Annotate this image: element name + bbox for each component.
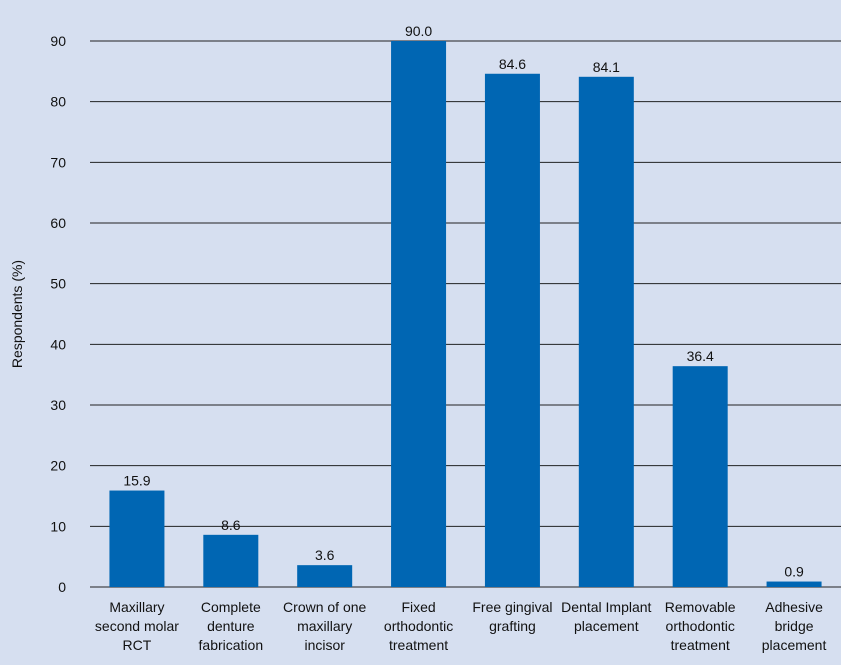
bar bbox=[109, 490, 165, 587]
x-tick-label-line: orthodontic bbox=[666, 618, 735, 634]
bar bbox=[766, 581, 822, 587]
x-tick-label-line: Maxillary bbox=[109, 599, 164, 615]
x-tick-label-line: placement bbox=[762, 637, 827, 653]
y-axis-label: Respondents (%) bbox=[9, 260, 25, 368]
bar bbox=[297, 565, 353, 587]
y-tick-label: 40 bbox=[50, 336, 66, 352]
x-tick-label-line: treatment bbox=[671, 637, 730, 653]
x-tick-label: Complete denture fabrication bbox=[199, 599, 264, 653]
y-tick-label: 70 bbox=[50, 154, 66, 170]
y-tick-label: 30 bbox=[50, 397, 66, 413]
x-axis-ticks: Maxillary second molar RCT Complete denture f… bbox=[95, 599, 827, 653]
x-tick-label-line: placement bbox=[574, 618, 639, 634]
x-tick-label-line: denture bbox=[207, 618, 255, 634]
x-tick-label-line: incisor bbox=[304, 637, 345, 653]
x-tick-label-line: Free gingival bbox=[472, 599, 552, 615]
x-tick-label-line: grafting bbox=[489, 618, 536, 634]
x-tick-label-line: maxillary bbox=[297, 618, 352, 634]
x-tick-label: Dental Implant placement bbox=[561, 599, 651, 634]
x-tick-label-line: treatment bbox=[389, 637, 448, 653]
data-label: 36.4 bbox=[687, 348, 714, 364]
x-tick-label-line: second molar bbox=[95, 618, 179, 634]
x-tick-label-line: fabrication bbox=[199, 637, 264, 653]
x-tick-label: Adhesive bridge placement bbox=[762, 599, 827, 653]
data-label: 84.1 bbox=[593, 59, 620, 75]
x-tick-label: Crown of one maxillary incisor bbox=[283, 599, 366, 653]
bar bbox=[672, 366, 728, 587]
data-label: 15.9 bbox=[123, 473, 150, 489]
x-tick-label-line: Fixed bbox=[401, 599, 435, 615]
x-tick-label-line: Dental Implant bbox=[561, 599, 651, 615]
data-label: 3.6 bbox=[315, 547, 335, 563]
x-tick-label-line: Complete bbox=[201, 599, 261, 615]
x-tick-label: Fixed orthodontic treatment bbox=[384, 599, 453, 653]
y-tick-label: 10 bbox=[50, 518, 66, 534]
x-tick-label: Free gingival grafting bbox=[472, 599, 552, 634]
x-tick-label: Removable orthodontic treatment bbox=[665, 599, 736, 653]
bar bbox=[203, 534, 259, 587]
x-tick-label-line: Adhesive bbox=[765, 599, 823, 615]
x-tick-label-line: Removable bbox=[665, 599, 736, 615]
y-tick-label: 0 bbox=[58, 579, 66, 595]
gridlines bbox=[90, 40, 841, 588]
x-tick-label-line: orthodontic bbox=[384, 618, 453, 634]
y-tick-label: 60 bbox=[50, 215, 66, 231]
data-labels: 15.9 8.6 3.6 90.0 84.6 84.1 36.4 0.9 bbox=[123, 23, 804, 580]
x-tick-label-line: bridge bbox=[775, 618, 814, 634]
bar bbox=[391, 41, 447, 587]
data-label: 90.0 bbox=[405, 23, 432, 39]
data-label: 0.9 bbox=[784, 564, 804, 580]
x-tick-label-line: Crown of one bbox=[283, 599, 366, 615]
bar bbox=[578, 76, 634, 587]
y-axis-ticks: 0 10 20 30 40 50 60 70 80 90 bbox=[50, 33, 66, 595]
x-tick-label: Maxillary second molar RCT bbox=[95, 599, 179, 653]
bars bbox=[109, 41, 822, 587]
y-tick-label: 20 bbox=[50, 458, 66, 474]
data-label: 8.6 bbox=[221, 517, 241, 533]
x-tick-label-line: RCT bbox=[123, 637, 152, 653]
data-label: 84.6 bbox=[499, 56, 526, 72]
y-tick-label: 90 bbox=[50, 33, 66, 49]
y-tick-label: 80 bbox=[50, 94, 66, 110]
y-tick-label: 50 bbox=[50, 276, 66, 292]
bar bbox=[484, 73, 540, 587]
